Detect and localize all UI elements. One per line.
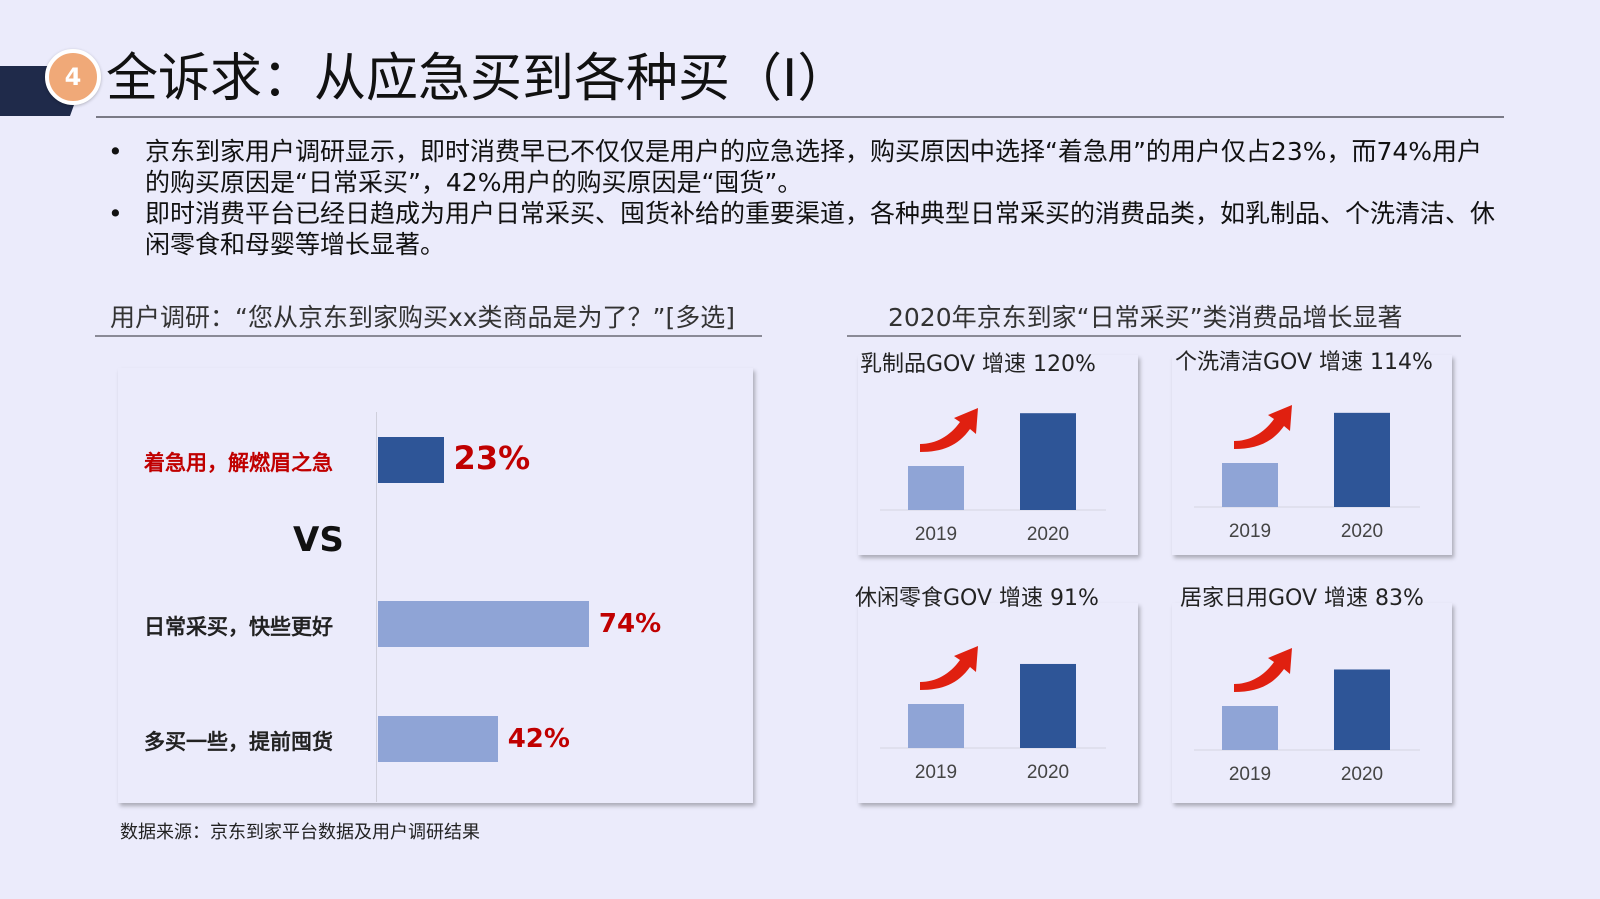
bullet-dot: • (108, 137, 123, 166)
title-divider (96, 116, 1504, 118)
growth-arrow-shape (920, 408, 978, 452)
page-title: 全诉求：从应急买到各种买（I） (106, 49, 850, 109)
bar (908, 704, 964, 748)
bar (378, 716, 498, 762)
bullet-item: • 即时消费平台已经日趋成为用户日常采买、囤货补给的重要渠道，各种典型日常采买的消… (105, 198, 1505, 260)
bullet-item: • 京东到家用户调研显示，即时消费早已不仅仅是用户的应急选择，购买原因中选择“着急… (105, 136, 1505, 198)
bar (1020, 663, 1076, 748)
mini-chart-title: 个洗清洁GOV 增速 114% (1175, 350, 1433, 375)
bar (1334, 412, 1390, 507)
curved-up-arrow-icon (920, 408, 978, 452)
curved-up-arrow-icon (920, 646, 978, 690)
bar (1222, 706, 1278, 750)
growth-arrow-shape (1234, 648, 1292, 692)
tick-label: 2020 (1027, 524, 1069, 545)
mini-chart-title: 乳制品GOV 增速 120% (860, 352, 1096, 377)
tick-label: 2019 (915, 762, 957, 783)
growth-title-rule (847, 335, 1461, 337)
tick-label: 2020 (1341, 521, 1383, 542)
survey-title: 用户调研：“您从京东到家购买xx类商品是为了？”[多选] (110, 303, 736, 332)
bar (1020, 413, 1076, 510)
growth-title: 2020年京东到家“日常采买”类消费品增长显著 (888, 303, 1403, 332)
mini-chart-title: 居家日用GOV 增速 83% (1180, 586, 1424, 611)
bar (378, 437, 444, 483)
bar-category-label: 多买一些，提前囤货 (144, 730, 333, 754)
mini-chart-title: 休闲零食GOV 增速 91% (855, 586, 1099, 611)
bar (1334, 669, 1390, 750)
tick-label: 2020 (1341, 764, 1383, 785)
growth-arrow-shape (920, 646, 978, 690)
bullet-text: 即时消费平台已经日趋成为用户日常采买、囤货补给的重要渠道，各种典型日常采买的消费… (145, 199, 1496, 259)
bar-category-label: 日常采买，快些更好 (144, 615, 333, 639)
bar-value-label: 74% (598, 609, 662, 639)
bar-value-label: 42% (507, 724, 570, 754)
mini-chart-snacks (858, 603, 1138, 803)
tick-label: 2020 (1027, 762, 1069, 783)
bar (908, 466, 964, 510)
bar (1222, 463, 1278, 507)
section-number-badge: 4 (45, 49, 101, 105)
curved-up-arrow-icon (1234, 648, 1292, 692)
tick-label: 2019 (1229, 521, 1271, 542)
bar-category-label: 着急用，解燃眉之急 (144, 451, 333, 475)
survey-chart-axis (376, 412, 377, 802)
vs-label: VS (293, 520, 344, 560)
growth-arrow-shape (1234, 405, 1292, 449)
mini-chart-dairy (858, 355, 1138, 555)
bar-value-label: 23% (453, 439, 531, 477)
tick-label: 2019 (1229, 764, 1271, 785)
mini-chart-household (1172, 603, 1452, 803)
survey-title-rule (95, 335, 762, 337)
tick-label: 2019 (915, 524, 957, 545)
data-source-note: 数据来源：京东到家平台数据及用户调研结果 (120, 822, 480, 843)
bar (378, 601, 589, 647)
mini-chart-personal-care (1172, 355, 1452, 555)
bullet-text: 京东到家用户调研显示，即时消费早已不仅仅是用户的应急选择，购买原因中选择“着急用… (145, 137, 1483, 197)
bullet-list: • 京东到家用户调研显示，即时消费早已不仅仅是用户的应急选择，购买原因中选择“着急… (105, 136, 1505, 260)
bullet-dot: • (108, 199, 123, 228)
curved-up-arrow-icon (1234, 405, 1292, 449)
